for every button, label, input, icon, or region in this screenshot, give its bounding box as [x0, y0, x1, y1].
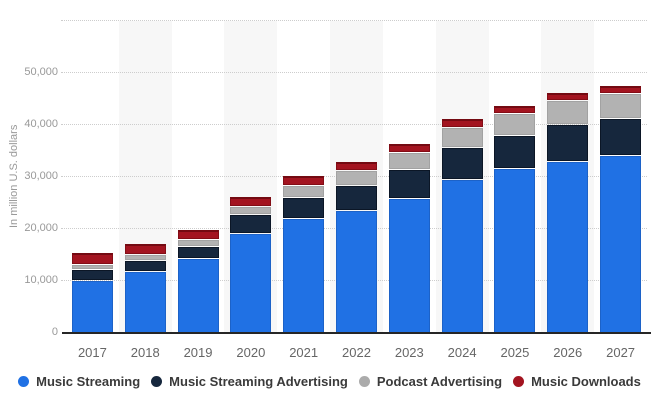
bar-segment-music-streaming-advertising-2019[interactable]: [177, 246, 219, 259]
legend-dot-icon-music-streaming: [18, 376, 30, 387]
bar-segment-music-streaming-advertising-2027[interactable]: [600, 119, 642, 155]
legend-item-music-streaming-advertising[interactable]: Music Streaming Advertising: [151, 374, 348, 389]
y-tick-label-20-000: 20,000: [24, 222, 58, 235]
bar-column-2024: [436, 21, 489, 333]
y-tick-label-0: 0: [51, 326, 58, 338]
y-tick-label-40-000: 40,000: [24, 118, 58, 131]
bar-segment-music-streaming-2019[interactable]: [177, 259, 219, 333]
legend-dot-icon-music-streaming-advertising: [151, 376, 163, 387]
bar-column-2018: [119, 21, 172, 333]
bar-column-2017: [66, 21, 119, 333]
bar-segment-music-downloads-2019[interactable]: [177, 229, 219, 240]
bar-segment-podcast-advertising-2017[interactable]: [71, 265, 113, 269]
bar-segment-music-downloads-2026[interactable]: [547, 93, 589, 101]
bar-column-2027: [594, 21, 647, 333]
bar-segment-music-streaming-2022[interactable]: [335, 211, 377, 333]
bar-segment-music-streaming-advertising-2025[interactable]: [494, 135, 536, 169]
x-tick-label-2020: 2020: [236, 345, 266, 360]
y-tick-label-30-000: 30,000: [24, 170, 58, 183]
x-tick-label-2024: 2024: [447, 345, 477, 360]
x-tick-label-2017: 2017: [77, 345, 107, 360]
bar-segment-music-streaming-advertising-2023[interactable]: [388, 169, 430, 198]
x-tick-label-2018: 2018: [130, 345, 160, 360]
bar-segment-music-streaming-2024[interactable]: [441, 179, 483, 333]
x-tick-label-2027: 2027: [606, 345, 636, 360]
y-tick-label-10-000: 10,000: [24, 274, 58, 287]
x-tick-label-2019: 2019: [183, 345, 213, 360]
plot-area: [61, 20, 647, 333]
x-tick-label-2021: 2021: [289, 345, 319, 360]
x-tick-label-2026: 2026: [553, 345, 583, 360]
bar-segment-music-downloads-2020[interactable]: [230, 196, 272, 207]
bar-column-2022: [330, 21, 383, 333]
legend-dot-icon-podcast-advertising: [358, 376, 370, 387]
legend: Music Streaming Music Streaming Advertisi…: [0, 374, 659, 389]
bar-segment-music-streaming-advertising-2020[interactable]: [230, 214, 272, 233]
x-tick-label-2022: 2022: [342, 345, 371, 360]
gridline-60000: [61, 20, 647, 21]
legend-item-music-streaming[interactable]: Music Streaming: [18, 374, 140, 389]
bar-segment-music-streaming-2020[interactable]: [230, 233, 272, 333]
bar-segment-podcast-advertising-2018[interactable]: [124, 255, 166, 260]
y-tick-label-50-000: 50,000: [24, 66, 58, 79]
x-axis-line: [62, 331, 651, 334]
bar-segment-podcast-advertising-2026[interactable]: [547, 101, 589, 125]
bar-segment-music-streaming-advertising-2024[interactable]: [441, 147, 483, 179]
legend-label-music-streaming: Music Streaming: [36, 374, 141, 389]
legend-dot-icon-music-downloads: [513, 376, 525, 387]
bars-layer: [66, 21, 647, 333]
bar-segment-music-downloads-2027[interactable]: [600, 86, 642, 93]
bar-segment-music-streaming-2017[interactable]: [71, 280, 113, 333]
bar-segment-music-downloads-2025[interactable]: [494, 105, 536, 113]
bar-segment-music-streaming-advertising-2021[interactable]: [283, 197, 325, 218]
legend-label-music-downloads: Music Downloads: [531, 374, 641, 389]
bar-segment-music-streaming-2027[interactable]: [600, 155, 642, 333]
bar-segment-music-downloads-2023[interactable]: [388, 144, 430, 153]
bar-column-2020: [224, 21, 277, 333]
bar-segment-music-streaming-2021[interactable]: [283, 218, 325, 333]
bar-segment-music-streaming-advertising-2017[interactable]: [71, 269, 113, 280]
bar-segment-music-streaming-2025[interactable]: [494, 169, 536, 333]
bar-segment-podcast-advertising-2019[interactable]: [177, 240, 219, 246]
bar-column-2021: [277, 21, 330, 333]
legend-label-podcast-advertising: Podcast Advertising: [376, 374, 503, 389]
bar-column-2019: [172, 21, 225, 333]
bar-segment-music-downloads-2021[interactable]: [283, 175, 325, 185]
bar-segment-music-downloads-2017[interactable]: [71, 253, 113, 265]
bar-segment-music-downloads-2024[interactable]: [441, 119, 483, 127]
bar-column-2025: [489, 21, 542, 333]
legend-item-podcast-advertising[interactable]: Podcast Advertising: [358, 374, 503, 389]
bar-segment-podcast-advertising-2020[interactable]: [230, 207, 272, 214]
bar-segment-music-streaming-2018[interactable]: [124, 272, 166, 333]
bar-segment-music-streaming-advertising-2018[interactable]: [124, 260, 166, 272]
bar-segment-podcast-advertising-2025[interactable]: [494, 113, 536, 135]
bar-segment-music-streaming-advertising-2026[interactable]: [547, 125, 589, 161]
bar-column-2026: [541, 21, 594, 333]
bar-segment-music-streaming-advertising-2022[interactable]: [335, 186, 377, 211]
legend-item-music-downloads[interactable]: Music Downloads: [513, 374, 641, 389]
bar-segment-music-streaming-2026[interactable]: [547, 161, 589, 333]
bar-column-2023: [383, 21, 436, 333]
bar-segment-music-downloads-2018[interactable]: [124, 243, 166, 255]
bar-segment-music-downloads-2022[interactable]: [335, 161, 377, 171]
gridline-50000: [61, 71, 647, 73]
bar-segment-podcast-advertising-2027[interactable]: [600, 93, 642, 119]
bar-segment-podcast-advertising-2022[interactable]: [335, 171, 377, 186]
x-tick-label-2023: 2023: [394, 345, 424, 360]
bar-segment-podcast-advertising-2024[interactable]: [441, 127, 483, 147]
gridline-40000: [61, 123, 647, 125]
bar-segment-music-streaming-2023[interactable]: [388, 198, 430, 333]
legend-label-music-streaming-advertising: Music Streaming Advertising: [169, 374, 348, 389]
x-tick-label-2025: 2025: [500, 345, 530, 360]
bar-segment-podcast-advertising-2021[interactable]: [283, 185, 325, 197]
bar-segment-podcast-advertising-2023[interactable]: [388, 153, 430, 169]
